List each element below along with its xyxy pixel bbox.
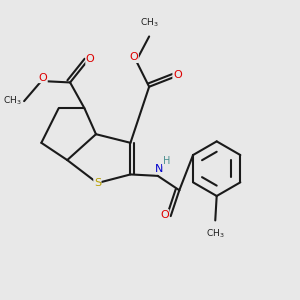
Text: H: H [163, 156, 170, 166]
Text: S: S [94, 178, 101, 188]
Text: CH$_3$: CH$_3$ [3, 95, 21, 107]
Text: CH$_3$: CH$_3$ [206, 228, 225, 240]
Text: O: O [173, 70, 182, 80]
Text: O: O [160, 210, 169, 220]
Text: O: O [86, 55, 94, 64]
Text: N: N [155, 164, 164, 174]
Text: O: O [130, 52, 138, 62]
Text: CH$_3$: CH$_3$ [140, 17, 158, 29]
Text: O: O [38, 73, 47, 82]
